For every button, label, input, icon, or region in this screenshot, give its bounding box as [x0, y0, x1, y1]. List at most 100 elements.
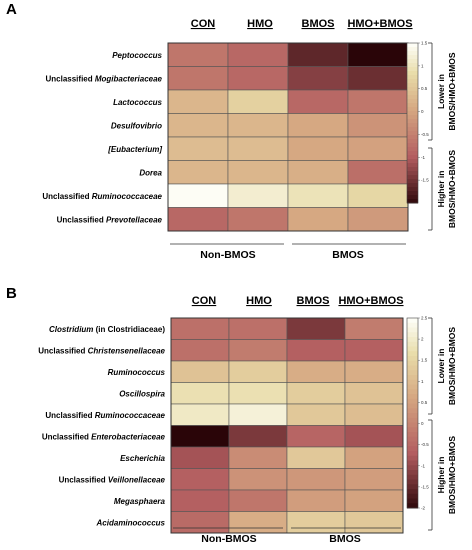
heatmap-cell: [167, 136, 229, 161]
heatmap-cell: [344, 360, 404, 383]
colorbar-tick-label: 0.5: [421, 400, 428, 405]
row-label-prefix: Unclassified: [46, 74, 95, 83]
colorbar-segment: [407, 422, 418, 428]
heatmap-cell: [347, 89, 409, 114]
heatmap-cell: [344, 382, 404, 405]
heatmap-cell: [227, 183, 289, 208]
heatmap-cell: [227, 89, 289, 114]
heatmap-cell: [286, 382, 346, 405]
colorbar-segment: [407, 139, 418, 144]
group-label: BMOS: [329, 533, 361, 545]
heatmap-cell: [167, 42, 229, 67]
heatmap-cell: [228, 468, 288, 491]
heatmap-cell: [286, 489, 346, 512]
heatmap-border: [170, 317, 404, 534]
colorbar-segment: [407, 191, 418, 196]
colorbar-segment: [407, 417, 418, 423]
row-label-prefix: Unclassified: [59, 475, 108, 484]
heatmap-cell: [228, 317, 288, 340]
colorbar-segment: [407, 403, 418, 409]
heatmap-cell: [347, 66, 409, 91]
column-header: BMOS: [302, 18, 335, 30]
heatmap-cell: [347, 42, 409, 67]
heatmap-cell: [286, 446, 346, 469]
row-label-prefix: Unclassified: [38, 346, 87, 355]
colorbar-segment: [407, 59, 418, 64]
row-label-suffix: (in Clostridiaceae): [93, 325, 165, 334]
group-label: BMOS: [332, 249, 364, 261]
row-label: Unclassified Mogibacteriaceae: [46, 74, 163, 83]
colorbar-segment: [407, 484, 418, 490]
colorbar-segment: [407, 337, 418, 343]
heatmap-cell: [167, 113, 229, 138]
colorbar-segment: [407, 318, 418, 324]
colorbar-segment: [407, 47, 418, 52]
colorbar-segment: [407, 163, 418, 168]
row-label-taxon: Dorea: [139, 168, 162, 177]
row-label: Peptococcus: [112, 51, 162, 60]
heatmap-cell: [167, 89, 229, 114]
colorbar-segment: [407, 455, 418, 461]
heatmap-cell: [170, 446, 230, 469]
row-label: Clostridium (in Clostridiaceae): [49, 325, 165, 334]
group-label: Non-BMOS: [200, 249, 255, 261]
heatmap-cell: [286, 468, 346, 491]
heatmap-cell: [227, 66, 289, 91]
colorbar-segment: [407, 171, 418, 176]
colorbar-segment: [407, 43, 418, 48]
heatmap-cell: [347, 160, 409, 185]
heatmap-cell: [170, 425, 230, 448]
colorbar-segment: [407, 135, 418, 140]
heatmap-cell: [227, 113, 289, 138]
colorbar-tick-label: -1.5: [421, 484, 429, 489]
panel-letter: A: [6, 1, 17, 18]
colorbar-segment: [407, 436, 418, 442]
colorbar-segment: [407, 503, 418, 509]
colorbar-segment: [407, 394, 418, 400]
heatmap-cell: [228, 425, 288, 448]
colorbar-segment: [407, 83, 418, 88]
heatmap-cell: [287, 66, 349, 91]
colorbar-segment: [407, 322, 418, 328]
heatmap-cell: [287, 183, 349, 208]
colorbar-segment: [407, 427, 418, 433]
row-label: [Eubacterium]: [107, 145, 162, 154]
heatmap-cell: [170, 339, 230, 362]
colorbar-segment: [407, 131, 418, 136]
colorbar-segment: [407, 398, 418, 404]
colorbar-segment: [407, 123, 418, 128]
colorbar-tick-label: -1: [421, 155, 425, 160]
heatmap-cell: [167, 183, 229, 208]
colorbar-segment: [407, 127, 418, 132]
group-label: Non-BMOS: [201, 533, 256, 545]
colorbar-segment: [407, 375, 418, 381]
colorbar-segment: [407, 107, 418, 112]
colorbar-segment: [407, 351, 418, 357]
heatmap-cell: [228, 382, 288, 405]
colorbar-segment: [407, 460, 418, 466]
colorbar-segment: [407, 147, 418, 152]
heatmap-cell: [286, 511, 346, 534]
heatmap-cell: [344, 511, 404, 534]
heatmap-cell: [170, 382, 230, 405]
row-label-taxon: Lactococcus: [113, 98, 162, 107]
heatmap-cell: [286, 425, 346, 448]
colorbar-segment: [407, 95, 418, 100]
colorbar-segment: [407, 379, 418, 385]
heatmap-cell: [347, 207, 409, 232]
panel-letter: B: [6, 285, 17, 302]
row-label-taxon: Mogibacteriaceae: [95, 74, 163, 83]
heatmap-cell: [347, 113, 409, 138]
colorbar-segment: [407, 179, 418, 184]
heatmap-cell: [170, 317, 230, 340]
colorbar-tick-label: -2: [421, 506, 425, 511]
colorbar-segment: [407, 346, 418, 352]
heatmap-cell: [344, 339, 404, 362]
colorbar-segment: [407, 389, 418, 395]
colorbar: [406, 42, 419, 204]
heatmap-cell: [228, 489, 288, 512]
colorbar-segment: [407, 87, 418, 92]
row-label: Dorea: [139, 168, 162, 177]
heatmap-cell: [287, 89, 349, 114]
colorbar-tick-label: 1: [421, 63, 424, 68]
